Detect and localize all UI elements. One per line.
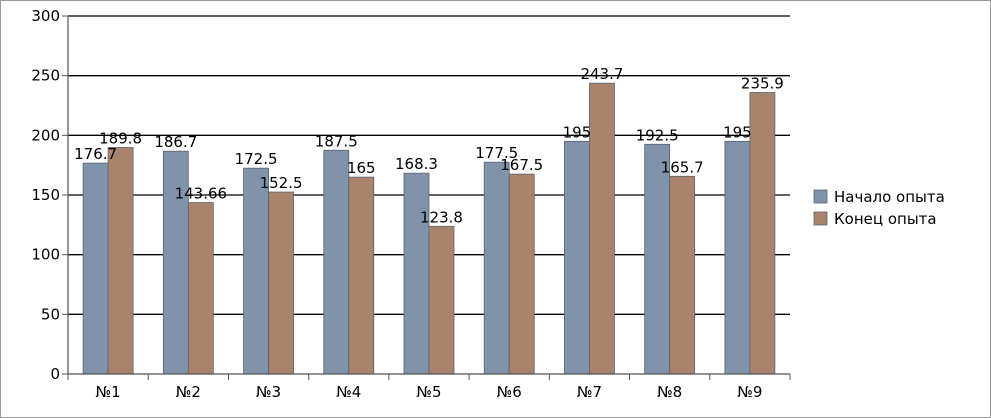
legend: Начало опыта Конец опыта [813, 188, 945, 228]
bar-end [669, 175, 696, 375]
data-label: 172.5 [235, 150, 278, 168]
bar-end [508, 173, 535, 375]
data-label: 189.8 [99, 130, 142, 148]
data-label: 186.7 [154, 133, 197, 151]
x-tick-label: №5 [416, 383, 441, 401]
data-label: 123.8 [420, 208, 463, 226]
x-tick-label: №2 [176, 383, 201, 401]
bar-end [589, 82, 615, 375]
legend-label: Конец опыта [834, 210, 937, 228]
legend-label: Начало опыта [834, 188, 945, 206]
data-label: 177.5 [475, 144, 518, 162]
x-tick-label: №7 [577, 383, 602, 401]
data-label: 165 [347, 159, 376, 177]
bar-end [268, 191, 294, 375]
data-label: 195 [563, 123, 592, 141]
x-tick-label: №4 [336, 383, 361, 401]
bar-start [243, 167, 269, 375]
bar-start [82, 162, 109, 375]
y-tick-label: 300 [31, 7, 60, 25]
legend-swatch [813, 211, 828, 226]
bar-start [564, 140, 590, 375]
bar-start [724, 140, 751, 375]
data-label: 192.5 [636, 126, 679, 144]
bar-end [348, 176, 375, 375]
data-label: 243.7 [580, 65, 623, 83]
x-tick-label: №8 [657, 383, 682, 401]
y-tick-label: 50 [41, 305, 60, 323]
data-label: 176.7 [74, 145, 117, 163]
y-tick-label: 150 [31, 186, 60, 204]
bar-end [107, 147, 134, 375]
bar-end [428, 225, 455, 375]
y-axis: 0 50 100 150 200 250 300 [31, 7, 69, 383]
x-tick-label: №6 [497, 383, 522, 401]
x-tick-label: №1 [96, 383, 121, 401]
data-label: 195 [723, 123, 752, 141]
bar-end [749, 92, 776, 375]
data-label: 165.7 [661, 158, 704, 176]
x-tick-label: №9 [737, 383, 762, 401]
bar-start [403, 172, 430, 375]
bar-start [644, 143, 671, 375]
bar-start [323, 149, 350, 375]
y-tick-label: 250 [31, 67, 60, 85]
y-tick-label: 200 [31, 126, 60, 144]
y-tick-label: 100 [31, 246, 60, 264]
y-tick-label: 0 [50, 365, 60, 383]
data-label: 187.5 [315, 132, 358, 150]
bar-start [483, 161, 510, 375]
x-axis: №1 №2 №3 №4 №5 №6 №7 №8 №9 [67, 373, 791, 401]
data-label: 168.3 [395, 155, 438, 173]
data-label: 143.66 [175, 185, 228, 203]
data-label: 152.5 [260, 174, 303, 192]
x-tick-label: №3 [256, 383, 281, 401]
data-label: 235.9 [741, 74, 784, 92]
data-label: 167.5 [500, 156, 543, 174]
bar-end [187, 202, 214, 375]
bars [82, 82, 776, 375]
legend-swatch [813, 189, 828, 204]
